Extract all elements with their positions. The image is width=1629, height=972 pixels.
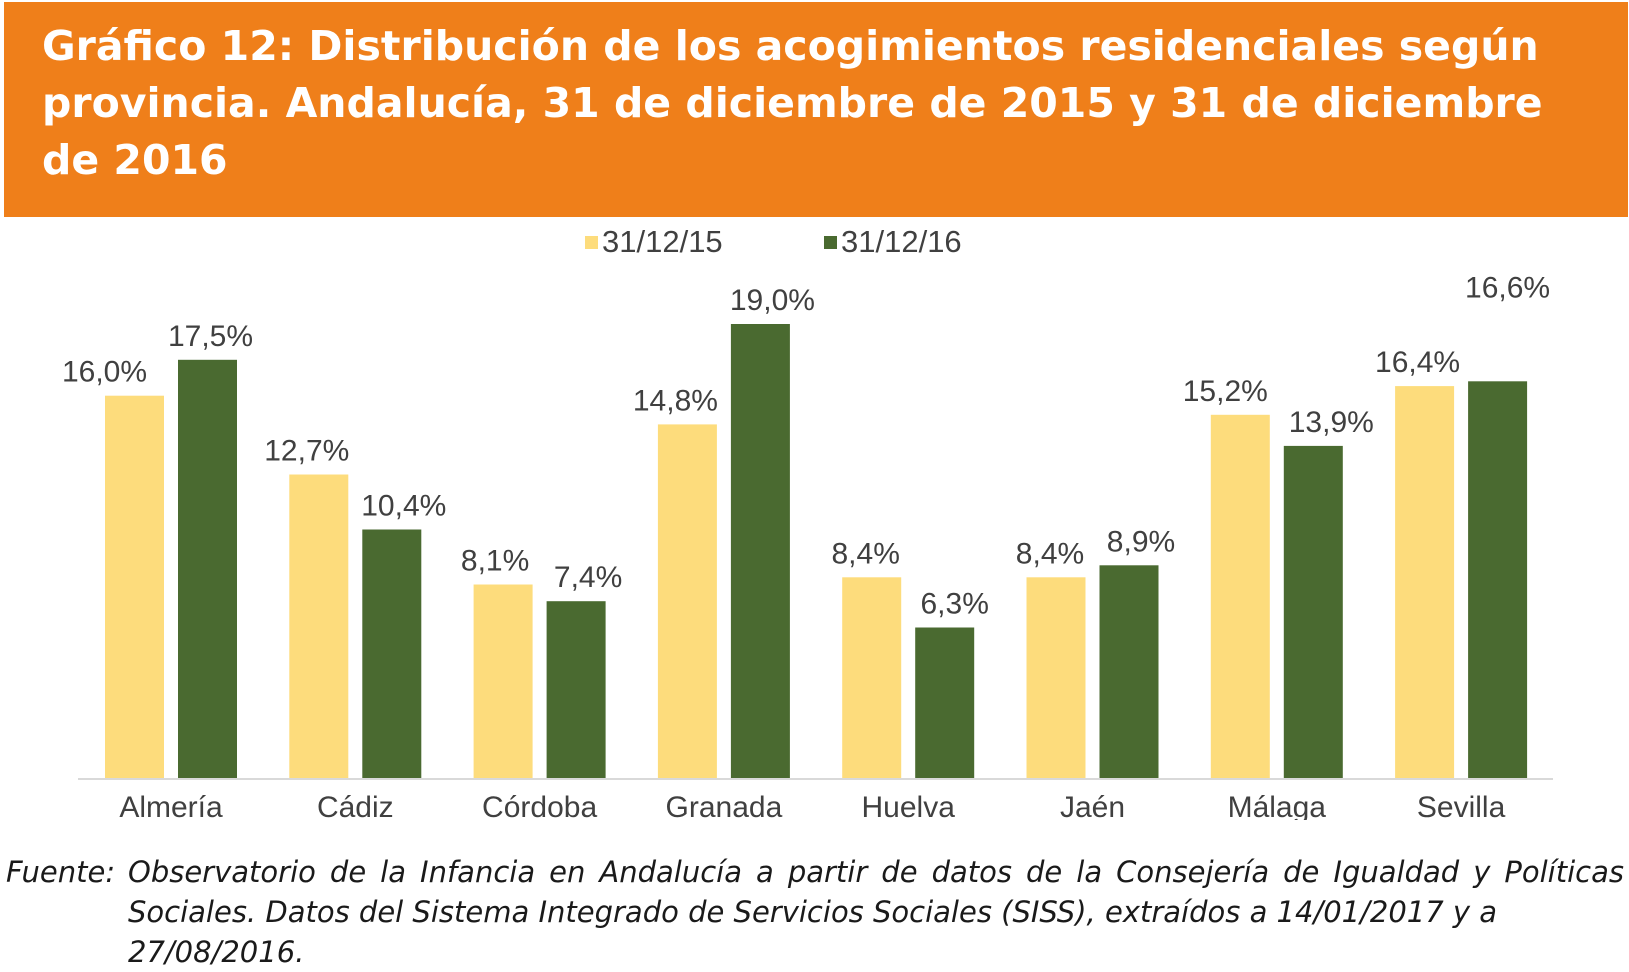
chart-title-banner: Gráfico 12: Distribución de los acogimie… [4, 2, 1628, 217]
value-label-2015-jaén: 8,4% [1016, 537, 1084, 570]
x-tick-label-huelva: Huelva [862, 791, 956, 820]
value-label-2016-almería: 17,5% [168, 320, 253, 353]
legend-label-2016: 31/12/16 [841, 224, 962, 259]
value-label-2015-cádiz: 12,7% [264, 435, 349, 468]
bar-2016-huelva [915, 627, 975, 778]
bar-2016-sevilla [1468, 381, 1528, 778]
legend-label-2015: 31/12/15 [602, 224, 723, 259]
bar-2015-granada [657, 424, 717, 778]
value-label-2016-málaga: 13,9% [1289, 406, 1374, 439]
value-labels-layer: 16,0% 17,5% 12,7% 10,4% 8,1% 7,4% 14,8% 19,0% 8,… [62, 271, 1550, 620]
bar-chart: 16,0% 17,5% 12,7% 10,4% 8,1% 7,4% 14,8% 19,0% 8,… [62, 271, 1553, 820]
bar-2015-sevilla [1395, 386, 1455, 778]
bar-2016-almería [178, 359, 237, 778]
value-label-2016-sevilla: 16,6% [1465, 271, 1550, 304]
bar-2015-jaén [1026, 577, 1086, 778]
x-tick-label-sevilla: Sevilla [1417, 791, 1506, 820]
legend-swatch-2016 [824, 235, 837, 249]
x-tick-label-almería: Almería [119, 791, 223, 820]
value-label-2015-córdoba: 8,1% [461, 545, 529, 578]
bar-2015-málaga [1210, 414, 1270, 778]
legend-item-2016: 31/12/16 [824, 224, 962, 260]
x-tick-label-cádiz: Cádiz [317, 791, 394, 820]
x-tick-label-córdoba: Córdoba [482, 791, 597, 820]
bars-layer [105, 324, 1528, 778]
chart-legend: 31/12/15 31/12/16 [0, 224, 1629, 268]
x-tick-label-granada: Granada [666, 791, 783, 820]
bar-2016-málaga [1283, 445, 1343, 778]
source-label: Fuente: [6, 855, 116, 889]
value-label-2015-almería: 16,0% [62, 356, 147, 389]
chart-title: Gráfico 12: Distribución de los acogimie… [42, 22, 1543, 184]
bar-2016-granada [730, 324, 790, 778]
bar-2016-cádiz [362, 529, 422, 778]
legend-swatch-2015 [585, 235, 598, 249]
x-tick-label-málaga: Málaga [1228, 791, 1327, 820]
source-line-1: Observatorio de la Infancia en Andalucía… [128, 855, 1624, 889]
value-label-2015-granada: 14,8% [633, 384, 718, 417]
bar-2016-córdoba [546, 601, 606, 778]
value-label-2016-cádiz: 10,4% [361, 490, 446, 523]
legend-item-2015: 31/12/15 [585, 224, 723, 260]
bar-2015-córdoba [473, 584, 533, 778]
value-label-2016-jaén: 8,9% [1107, 525, 1175, 558]
value-label-2016-granada: 19,0% [730, 284, 815, 317]
source-line-2: Sociales. Datos del Sistema Integrado de… [128, 895, 1498, 969]
value-label-2016-huelva: 6,3% [921, 588, 989, 621]
bar-2015-cádiz [289, 474, 349, 778]
bar-2015-almería [105, 395, 164, 778]
value-label-2016-córdoba: 7,4% [554, 561, 622, 594]
value-label-2015-sevilla: 16,4% [1375, 346, 1460, 379]
x-tick-label-jaén: Jaén [1060, 791, 1125, 820]
bar-2015-huelva [842, 577, 902, 778]
x-tick-labels-layer: Almería Cádiz Córdoba Granada Huelva Jaén Mála… [119, 791, 1505, 820]
value-label-2015-huelva: 8,4% [832, 537, 900, 570]
bar-2016-jaén [1099, 565, 1159, 778]
source-note: Fuente: Observatorio de la Infancia en A… [6, 852, 1624, 972]
value-label-2015-málaga: 15,2% [1183, 375, 1268, 408]
